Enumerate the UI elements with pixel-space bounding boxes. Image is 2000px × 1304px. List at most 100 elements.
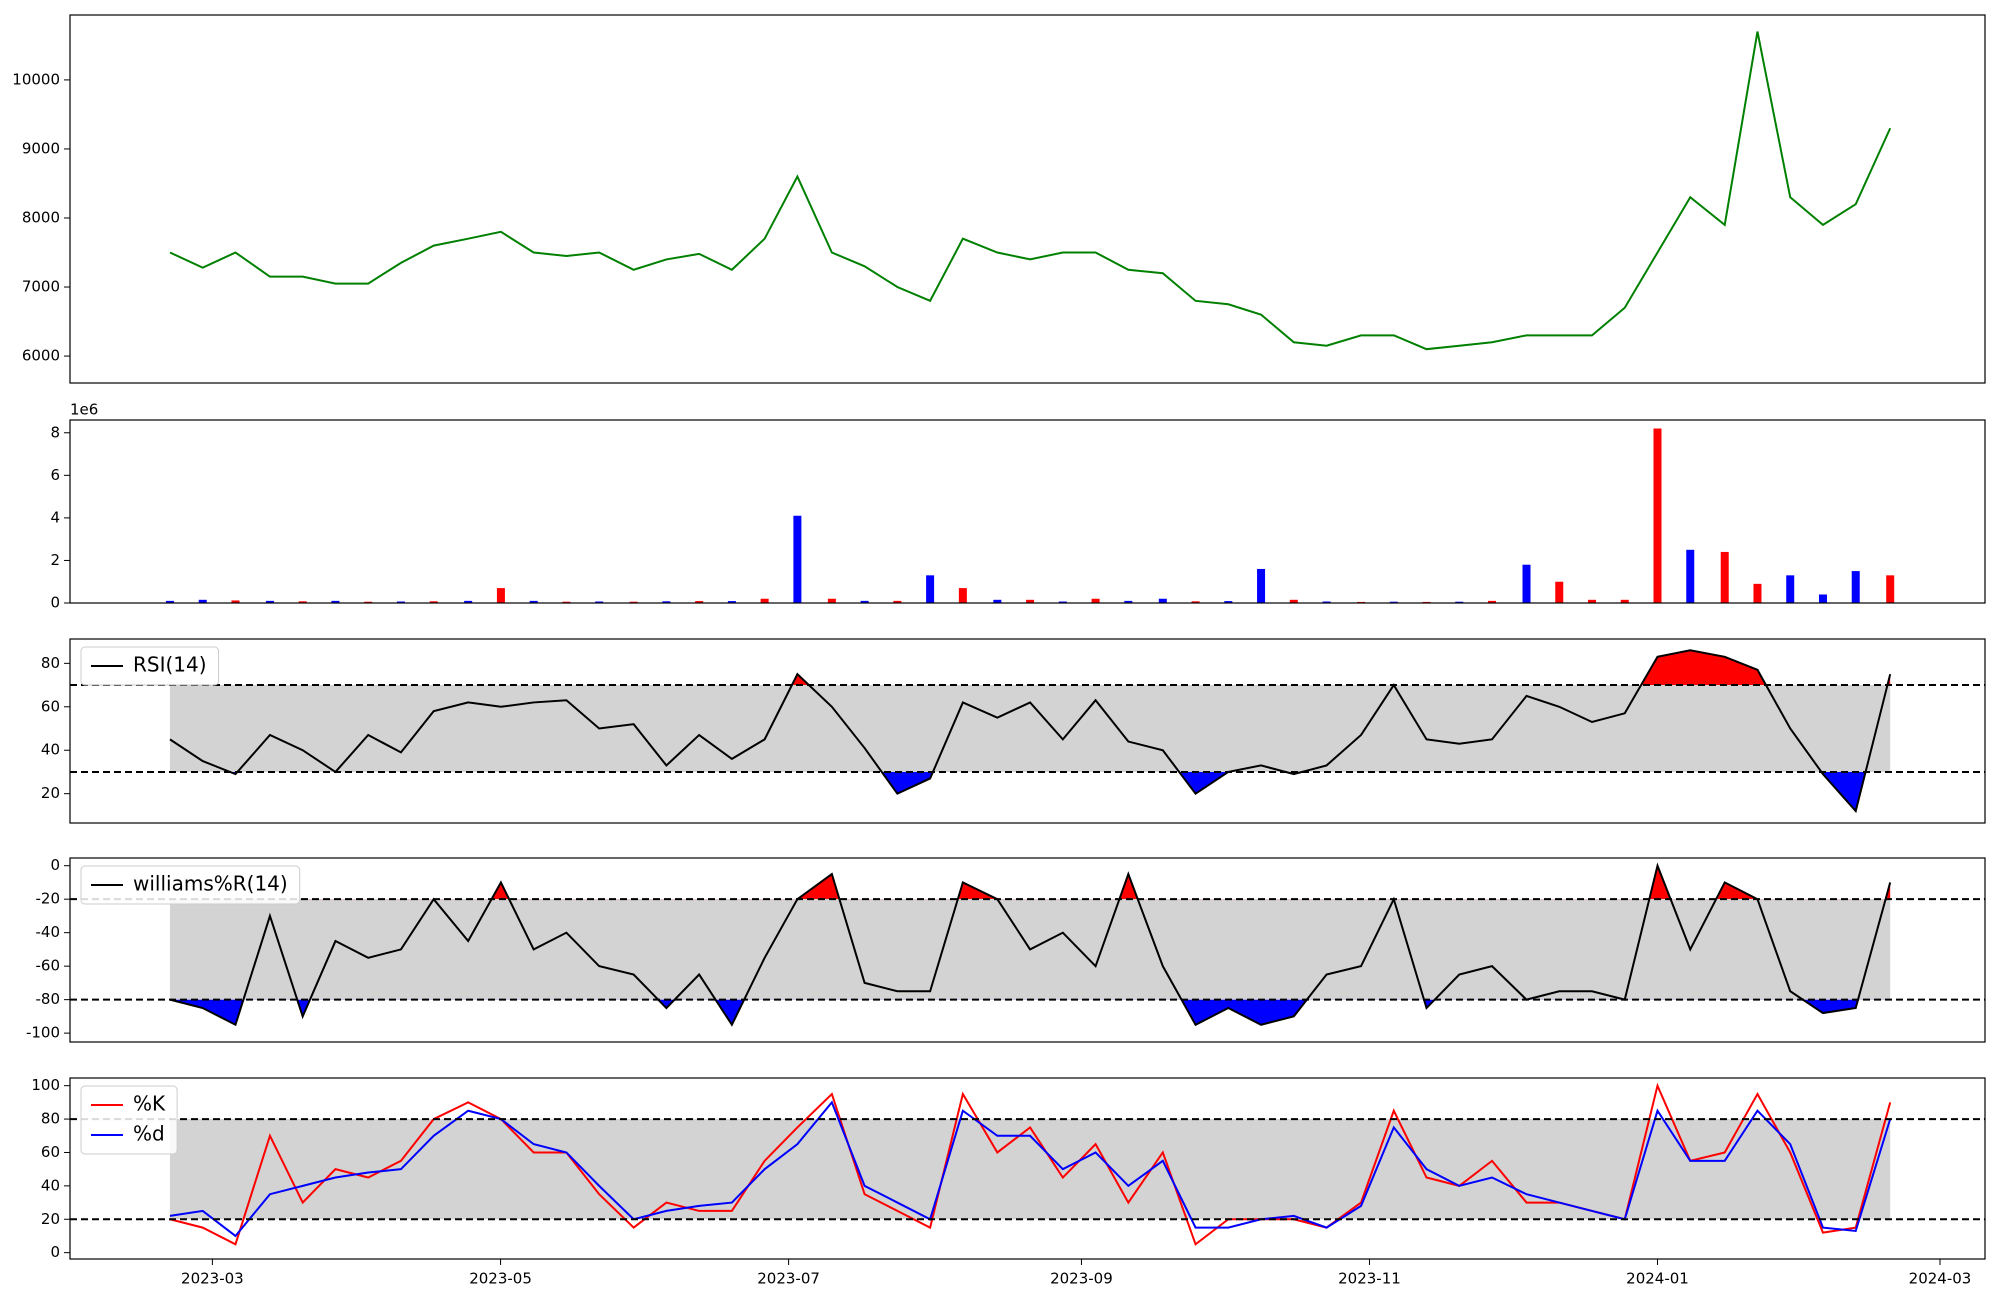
volume-bar — [993, 599, 1002, 603]
legend-label: %K — [133, 1092, 166, 1116]
volume-bar — [1818, 594, 1827, 603]
y-tick-label: -40 — [36, 923, 61, 941]
volume-bar — [1224, 601, 1233, 603]
legend-label: williams%R(14) — [133, 872, 288, 896]
y-tick-label: 80 — [41, 654, 60, 672]
y-tick-label: 100 — [31, 1076, 60, 1094]
volume-bar — [464, 600, 473, 603]
y-tick-label: 8 — [50, 423, 60, 441]
x-tick-label: 2024-03 — [1909, 1270, 1972, 1288]
volume-bar — [396, 601, 405, 603]
axes-frame — [69, 419, 1986, 604]
volume-bar — [1686, 549, 1695, 603]
volume-bar — [1786, 575, 1795, 603]
volume-bar — [529, 600, 538, 603]
y-tick-label: 7000 — [22, 278, 60, 296]
volume-bar — [629, 601, 638, 603]
volume-bar — [1455, 601, 1464, 603]
x-tick-label: 2023-11 — [1338, 1270, 1401, 1288]
volume-bar — [1257, 568, 1266, 603]
y-tick-label: 60 — [41, 697, 60, 715]
legend: %K %d — [80, 1085, 178, 1155]
volume-bar — [793, 515, 802, 603]
volume-bar — [760, 598, 769, 603]
volume-bar — [331, 600, 340, 603]
y-tick-label: 0 — [50, 856, 60, 874]
volume-bar — [1124, 600, 1133, 603]
axes-frame — [69, 1077, 1986, 1260]
volume-bar — [429, 601, 438, 603]
volume-bar — [496, 588, 505, 603]
y-tick-label: 20 — [41, 1210, 60, 1228]
y-tick-label: 6000 — [22, 347, 60, 365]
y-tick-label: 0 — [50, 1243, 60, 1261]
neutral-band — [169, 685, 1891, 772]
y-tick-label: -60 — [36, 957, 61, 975]
volume-bar — [198, 599, 207, 603]
volume-bar — [1886, 575, 1895, 603]
legend: RSI(14) — [80, 646, 220, 686]
legend-label: RSI(14) — [133, 653, 207, 677]
volume-bar — [1653, 428, 1662, 603]
x-tick-label: 2023-07 — [757, 1270, 820, 1288]
y-tick-label: -100 — [26, 1024, 60, 1042]
volume-bar — [364, 601, 373, 603]
axes-frame — [69, 14, 1986, 384]
axes-frame — [69, 638, 1986, 824]
series-line — [169, 862, 1892, 1027]
y-tick-label: 60 — [41, 1143, 60, 1161]
volume-bar — [1620, 599, 1629, 603]
volume-bar — [1091, 598, 1100, 603]
volume-bar — [893, 600, 902, 603]
y-tick-label: 80 — [41, 1110, 60, 1128]
y-tick-label: 2 — [50, 551, 60, 569]
neutral-band — [169, 1119, 1891, 1220]
volume-bar — [695, 601, 704, 603]
volume-bar — [662, 601, 671, 603]
y-tick-label: 10000 — [12, 70, 60, 88]
y-tick-label: -80 — [36, 990, 61, 1008]
volume-bar — [827, 598, 836, 603]
volume-bar — [1851, 571, 1860, 603]
legend-box — [80, 1085, 178, 1155]
series-line — [169, 31, 1892, 351]
series-line — [169, 649, 1892, 814]
y-tick-label: 0 — [50, 594, 60, 612]
volume-bar — [1191, 601, 1200, 603]
y-tick-label: 6 — [50, 466, 60, 484]
legend-label: %d — [133, 1122, 165, 1146]
volume-bar — [231, 600, 240, 603]
x-tick-label: 2023-09 — [1050, 1270, 1113, 1288]
y-tick-label: 20 — [41, 784, 60, 802]
y-tick-label: 40 — [41, 1176, 60, 1194]
volume-bar — [562, 601, 571, 603]
legend: williams%R(14) — [80, 865, 301, 905]
volume-bar — [958, 588, 967, 603]
y-tick-label: 40 — [41, 741, 60, 759]
volume-bar — [926, 575, 935, 603]
volume-bar — [1522, 564, 1531, 603]
offset-label: 1e6 — [70, 401, 98, 419]
x-tick-label: 2023-03 — [181, 1270, 244, 1288]
volume-bar — [1753, 583, 1762, 603]
y-tick-label: 8000 — [22, 208, 60, 226]
legend-box — [80, 646, 220, 686]
volume-bar — [1588, 599, 1597, 603]
y-tick-label: 4 — [50, 508, 60, 526]
volume-bar — [727, 601, 736, 603]
volume-bar — [1289, 599, 1298, 603]
volume-bar — [1555, 581, 1564, 603]
volume-bar — [1720, 551, 1729, 603]
volume-bar — [1026, 599, 1035, 603]
volume-bar — [265, 600, 274, 603]
x-tick-label: 2024-01 — [1626, 1270, 1689, 1288]
volume-bar — [1058, 601, 1067, 603]
volume-bar — [860, 600, 869, 603]
legend-box — [80, 865, 301, 905]
y-tick-label: -20 — [36, 890, 61, 908]
x-tick-label: 2023-05 — [469, 1270, 532, 1288]
volume-bar — [1488, 600, 1497, 603]
volume-bar — [595, 601, 604, 603]
volume-bar — [1158, 598, 1167, 603]
volume-bar — [165, 600, 174, 603]
